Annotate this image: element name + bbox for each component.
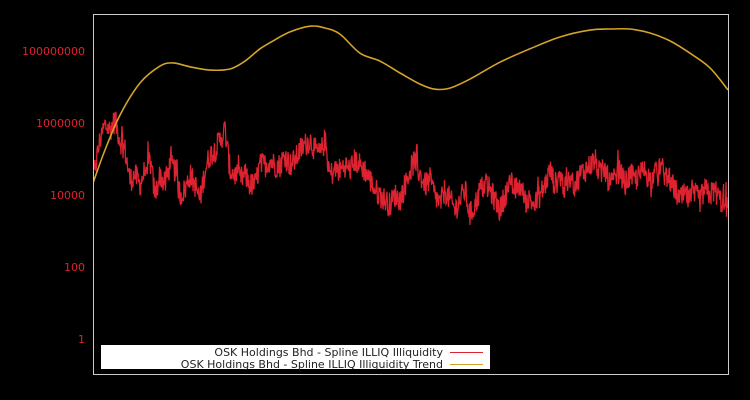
- plot-frame: [93, 14, 729, 375]
- illiquidity-series-line: [93, 111, 729, 226]
- legend-box: [101, 345, 490, 369]
- legend: OSK Holdings Bhd - Spline ILLIQ Illiquid…: [101, 345, 490, 371]
- y-tick-label: 100000000: [22, 45, 85, 58]
- legend-label-trend: OSK Holdings Bhd - Spline ILLIQ Illiquid…: [181, 358, 443, 371]
- y-axis: 100000000 1000000 10000 100 1: [22, 45, 85, 346]
- plot-area: [93, 14, 729, 375]
- y-tick-label: 1000000: [36, 117, 85, 130]
- y-tick-label: 1: [78, 333, 85, 346]
- y-tick-label: 100: [64, 261, 85, 274]
- y-tick-label: 10000: [50, 189, 85, 202]
- illiquidity-trend-line: [93, 25, 729, 184]
- legend-label-illiquidity: OSK Holdings Bhd - Spline ILLIQ Illiquid…: [214, 346, 443, 359]
